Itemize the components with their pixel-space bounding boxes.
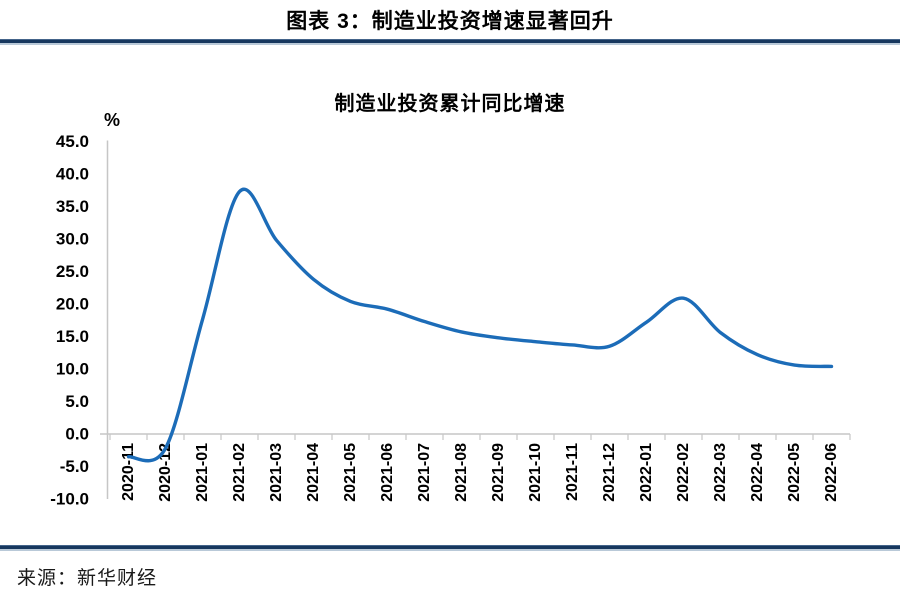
source-note: 来源：新华财经: [17, 568, 158, 589]
top-divider: [0, 39, 900, 45]
y-tick-label: 20.0: [56, 295, 89, 314]
x-tick-label: 2021-05: [342, 443, 359, 502]
x-tick-label: 2020-11: [120, 443, 137, 501]
y-tick-label: 10.0: [56, 360, 89, 379]
y-tick-label: 0.0: [65, 425, 89, 444]
x-tick-label: 2021-10: [527, 443, 544, 502]
x-tick-label: 2021-12: [601, 443, 618, 502]
x-tick-label: 2021-08: [453, 443, 470, 502]
data-series-line: [126, 187, 834, 463]
y-tick-label: 40.0: [56, 165, 89, 184]
y-axis-unit-label: %: [104, 110, 121, 130]
y-tick-label: 15.0: [56, 327, 89, 346]
y-tick-label: -5.0: [60, 457, 89, 476]
y-tick-label: -10.0: [50, 490, 89, 509]
x-tick-label: 2022-02: [675, 443, 692, 502]
y-tick-label: 30.0: [56, 230, 89, 249]
x-tick-label: 2021-02: [231, 443, 248, 502]
x-tick-label: 2021-01: [194, 443, 211, 502]
x-tick-label: 2021-11: [564, 443, 581, 501]
x-tick-label: 2022-06: [823, 443, 840, 502]
x-tick-label: 2021-09: [490, 443, 507, 502]
x-tick-label: 2021-04: [305, 443, 322, 502]
x-tick-label: 2021-06: [379, 443, 396, 502]
x-tick-label: 2020-12: [157, 443, 174, 502]
x-tick-label: 2022-04: [749, 443, 766, 502]
x-tick-label: 2021-07: [416, 443, 433, 502]
x-tick-label: 2021-03: [268, 443, 285, 502]
bottom-divider: [0, 545, 900, 551]
y-tick-label: 45.0: [56, 132, 89, 151]
x-tick-label: 2022-05: [786, 443, 803, 502]
x-tick-label: 2022-01: [638, 443, 655, 502]
line-chart: 45.0 40.0 35.0 30.0 25.0 20.0 15.0 10.0 5.0 0.0 -5…: [50, 132, 851, 509]
x-tick-label: 2022-03: [712, 443, 729, 502]
y-tick-label: 25.0: [56, 262, 89, 281]
page-title: 图表 3：制造业投资增速显著回升: [286, 10, 614, 33]
y-tick-label: 35.0: [56, 197, 89, 216]
chart-title: 制造业投资累计同比增速: [334, 93, 566, 115]
y-tick-label: 5.0: [65, 392, 89, 411]
